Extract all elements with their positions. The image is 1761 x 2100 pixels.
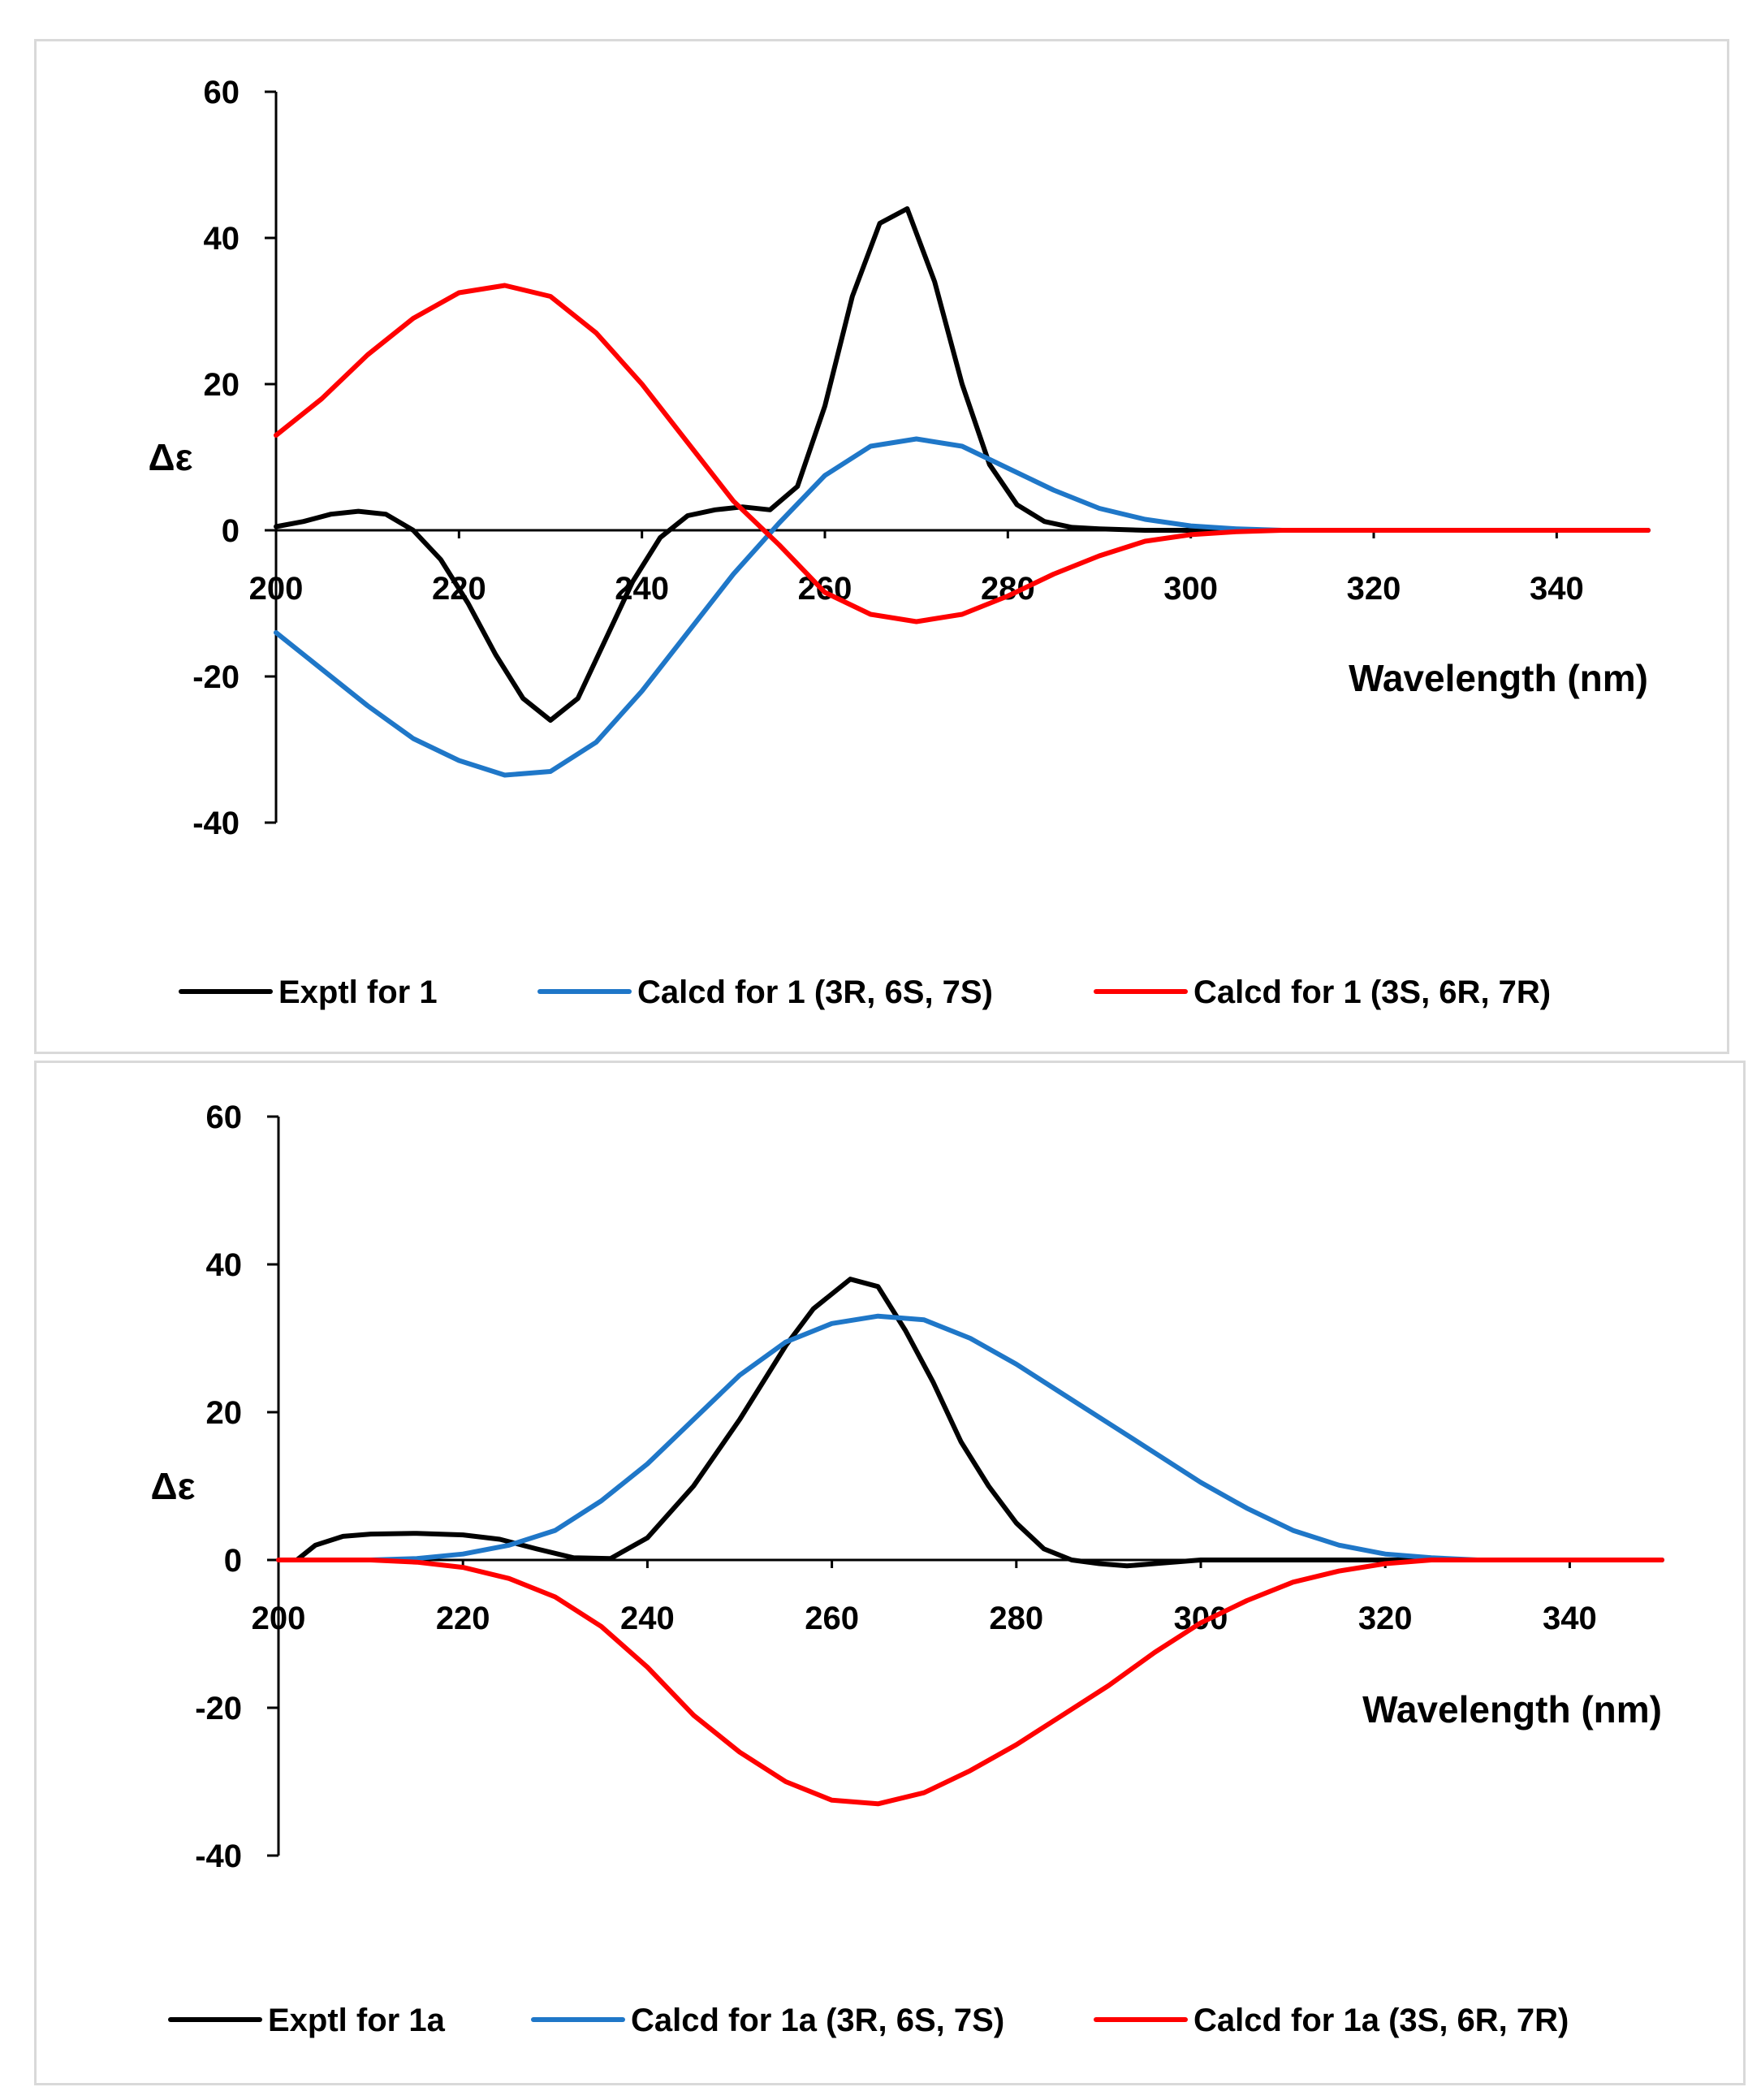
y-tick-label: 60 (206, 1100, 243, 1135)
series-line-1 (276, 1313, 1664, 1562)
x-tick-label: 300 (1174, 1601, 1228, 1636)
y-tick-label: 60 (204, 75, 240, 110)
legend-label-2: Calcd for 1a (3S, 6R, 7R) (1193, 2003, 1569, 2038)
x-axis-title: Wavelength (nm) (1349, 657, 1648, 699)
legend-label-1: Calcd for 1 (3R, 6S, 7S) (637, 974, 993, 1010)
x-tick-label: 280 (989, 1601, 1043, 1636)
y-tick-label: -20 (195, 1691, 242, 1726)
x-tick-label: 200 (252, 1601, 306, 1636)
chart-panel-1a: 60 40 20 0 -20 -40 200 220 240 260 280 300 320 340 Δε W… (34, 1061, 1746, 2085)
chart-panel-1: 60 40 20 0 -20 -40 200 220 240 260 280 300 320 340 Δε W… (34, 39, 1729, 1054)
y-tick-label: 0 (222, 513, 240, 549)
y-tick-label: -40 (192, 806, 240, 841)
x-axis-title: Wavelength (nm) (1362, 1688, 1662, 1731)
y-tick-label: 40 (206, 1247, 243, 1283)
x-tick-label: 300 (1163, 571, 1218, 607)
x-tick-label: 340 (1543, 1601, 1597, 1636)
legend-label-0: Exptl for 1 (278, 974, 438, 1010)
x-tick-label: 320 (1358, 1601, 1413, 1636)
legend-label-0: Exptl for 1a (268, 2003, 446, 2038)
y-axis-title: Δε (151, 1465, 196, 1507)
y-tick-label: -20 (192, 659, 240, 695)
x-tick-label: 320 (1347, 571, 1401, 607)
series-line-2 (276, 1558, 1664, 1807)
x-tick-label: 260 (805, 1601, 859, 1636)
legend-label-2: Calcd for 1 (3S, 6R, 7R) (1193, 974, 1551, 1010)
x-tick-label: 340 (1530, 571, 1584, 607)
series-line-2 (274, 283, 1651, 624)
series-line-0 (274, 206, 1651, 723)
series-line-1 (274, 436, 1651, 778)
series-line-0 (276, 1277, 1664, 1569)
x-tick-label: 220 (436, 1601, 490, 1636)
y-tick-label: 0 (224, 1543, 242, 1579)
y-tick-label: 40 (204, 221, 240, 257)
y-tick-label: -40 (195, 1839, 242, 1874)
legend-label-1: Calcd for 1a (3R, 6S, 7S) (631, 2003, 1004, 2038)
x-tick-label: 240 (620, 1601, 675, 1636)
y-axis-title: Δε (149, 436, 193, 478)
x-tick-label: 200 (249, 571, 304, 607)
y-tick-label: 20 (206, 1395, 243, 1431)
y-tick-label: 20 (204, 367, 240, 403)
